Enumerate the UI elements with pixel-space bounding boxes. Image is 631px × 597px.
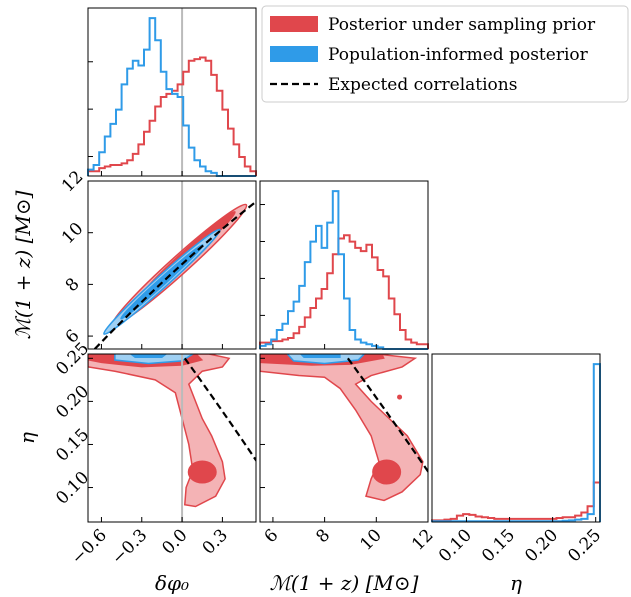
frame-hist-dphi: [87, 7, 257, 177]
x-axis-label-eta: η: [510, 571, 522, 595]
y-axis-label-mc: ℳ(1 + z) [M⊙]: [11, 190, 35, 339]
contour-population-inner: [129, 354, 168, 358]
legend-swatch: [270, 46, 318, 62]
contour-sampling-inner: [372, 459, 402, 485]
x-tick-label: 0.0: [158, 525, 191, 558]
y-tick-label: 8: [62, 274, 84, 296]
contour-sampling-island: [397, 394, 403, 400]
frame-mc-vs-dphi: [87, 180, 257, 350]
x-tick-label: 0.3: [199, 525, 232, 558]
expected-correlation-line: [346, 357, 428, 474]
panel-eta-vs-dphi: [88, 354, 256, 522]
y-tick-label: 0.15: [52, 425, 93, 466]
hist-mc: [259, 190, 429, 350]
legend-label: Population-informed posterior: [328, 45, 589, 65]
hist-eta: [431, 363, 601, 523]
frame-eta-vs-dphi: [87, 353, 257, 523]
frame-hist-eta: [431, 353, 601, 523]
x-tick-label: 10: [356, 525, 385, 554]
y-tick-label: 0.10: [52, 468, 93, 509]
x-tick-label: 0.15: [478, 525, 519, 566]
expected-correlation-line: [183, 357, 256, 463]
legend-box: [261, 5, 629, 103]
legend-label: Expected correlations: [328, 75, 517, 95]
hist-dphi-sampling: [87, 56, 257, 176]
x-tick-label: 0.20: [521, 525, 562, 566]
contour-sampling-outer: [88, 354, 231, 508]
hist-dphi: [87, 8, 257, 177]
x-tick-label: −0.6: [68, 525, 111, 568]
frame-eta-vs-mc: [259, 353, 429, 523]
x-tick-label: 8: [312, 525, 334, 547]
panel-eta-vs-mc: [260, 354, 428, 502]
hist-dphi-population: [87, 17, 256, 177]
x-tick-label: 0.25: [564, 525, 605, 566]
contour-sampling-inner: [187, 460, 217, 484]
x-axis-label-dphi: δφ₀: [155, 571, 189, 595]
frame-hist-mc: [259, 180, 429, 350]
y-tick-label: 12: [58, 167, 87, 196]
x-tick-label: 12: [408, 525, 437, 554]
expected-correlation-line: [93, 200, 256, 349]
y-axis-label-eta: η: [15, 432, 39, 444]
legend-label: Posterior under sampling prior: [328, 15, 596, 35]
legend: Posterior under sampling prior Population…: [261, 5, 629, 103]
x-tick-label: 6: [261, 525, 283, 547]
hist-mc-sampling: [259, 234, 429, 349]
x-tick-label: 0.10: [435, 525, 476, 566]
hist-eta-sampling: [431, 481, 601, 522]
y-tick-label: 10: [58, 219, 87, 248]
x-axis-label-mc: ℳ(1 + z) [M⊙]: [270, 571, 419, 595]
hist-mc-population: [259, 190, 428, 350]
x-tick-label: −0.3: [108, 525, 151, 568]
contour-population-inner: [299, 354, 341, 358]
legend-swatch: [270, 16, 318, 32]
y-tick-label: 0.25: [52, 339, 93, 380]
hist-eta-population: [431, 363, 601, 523]
y-tick-label: 0.20: [52, 382, 93, 423]
panel-mc-vs-dphi: [93, 181, 256, 349]
